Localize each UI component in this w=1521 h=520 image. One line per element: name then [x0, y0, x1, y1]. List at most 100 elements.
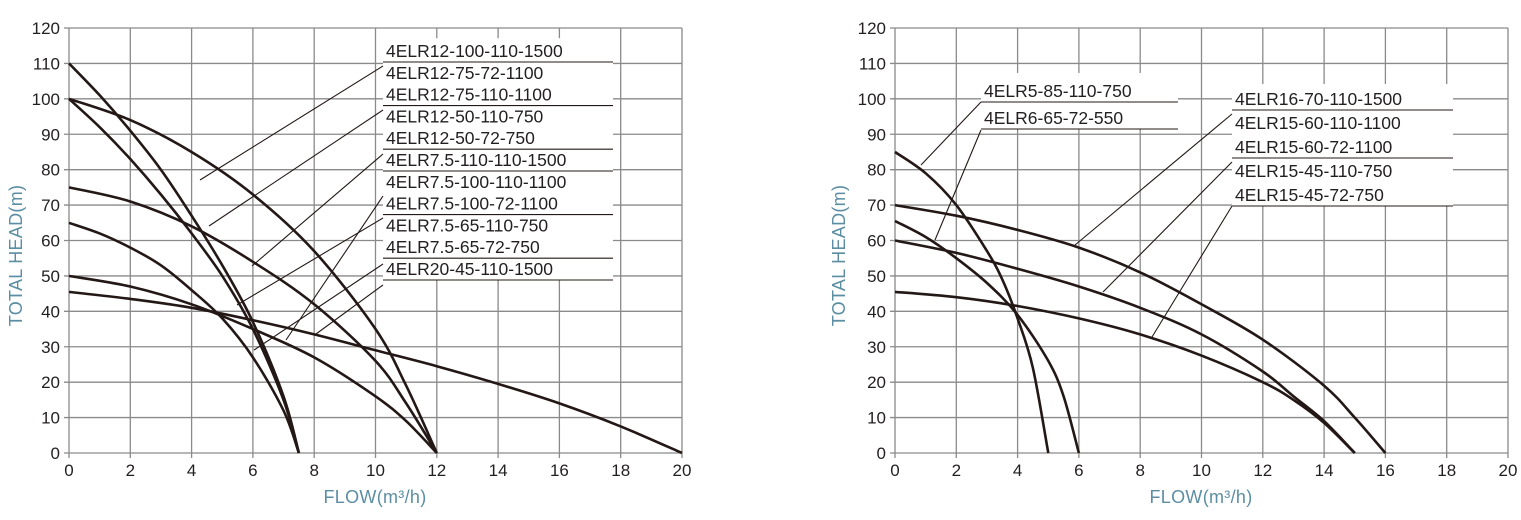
- x-tick-label: 16: [550, 461, 569, 480]
- y-tick-label: 40: [867, 302, 886, 321]
- leader-line: [1102, 161, 1233, 293]
- legend-entry: 4ELR15-60-110-1100: [1235, 113, 1401, 133]
- leader-line: [199, 65, 384, 181]
- y-tick-label: 120: [858, 19, 886, 38]
- pump-curve: [68, 97, 301, 454]
- leader-line: [1151, 205, 1233, 338]
- legend-entry: 4ELR12-75-110-1100: [386, 85, 552, 105]
- x-tick-label: 10: [366, 461, 385, 480]
- x-tick-label: 2: [126, 461, 135, 480]
- y-axis-title: TOTAL HEAD(m): [829, 185, 849, 327]
- legend-background: [981, 73, 1178, 129]
- y-tick-label: 60: [41, 232, 60, 251]
- x-tick-label: 8: [309, 461, 318, 480]
- leader-line: [285, 195, 384, 341]
- pump-curve: [68, 221, 301, 454]
- pump-curve: [68, 97, 438, 454]
- legend-entry: 4ELR20-45-110-1500: [386, 259, 553, 279]
- x-tick-label: 6: [1074, 461, 1083, 480]
- pump-curve: [68, 186, 438, 454]
- legend-entry: 4ELR5-85-110-750: [984, 81, 1132, 101]
- y-tick-label: 20: [867, 373, 886, 392]
- leader-line: [920, 101, 982, 166]
- y-tick-label: 90: [41, 125, 60, 144]
- x-tick-label: 10: [1192, 461, 1211, 480]
- x-tick-label: 8: [1135, 461, 1144, 480]
- x-tick-label: 12: [427, 461, 446, 480]
- legend: 4ELR12-100-110-15004ELR12-75-72-11004ELR…: [383, 38, 613, 281]
- y-tick-label: 80: [41, 161, 60, 180]
- legend-entry: 4ELR7.5-65-72-750: [386, 237, 540, 257]
- y-tick-label: 100: [858, 90, 886, 109]
- leader-line: [236, 217, 384, 306]
- y-tick-label: 40: [41, 302, 60, 321]
- legend-entry: 4ELR6-65-72-550: [984, 108, 1123, 128]
- legend-entry: 4ELR15-45-72-750: [1235, 185, 1384, 205]
- legend-entry: 4ELR7.5-100-110-1100: [386, 172, 567, 192]
- y-tick-label: 10: [867, 409, 886, 428]
- pump-curve: [894, 219, 1081, 454]
- pump-curve: [894, 150, 1050, 454]
- y-tick-label: 30: [41, 338, 60, 357]
- legend-entry: 4ELR7.5-100-72-1100: [386, 194, 558, 214]
- leader-line: [208, 109, 384, 227]
- legend-entry: 4ELR15-60-72-1100: [1235, 137, 1393, 157]
- y-axis-title: TOTAL HEAD(m): [6, 185, 26, 327]
- legend-entry: 4ELR12-50-72-750: [386, 128, 535, 148]
- leader-line: [1074, 113, 1233, 246]
- leader-line: [253, 263, 384, 351]
- right-chart: 0 2 4 6 8 10 12 14 16 18 20 0 10 20 30 40 50 60 70 80 90 100 1…: [829, 19, 1517, 507]
- x-tick-label: 14: [489, 461, 508, 480]
- x-tick-label: 18: [1437, 461, 1456, 480]
- y-tick-label: 10: [41, 409, 60, 428]
- x-tick-label: 6: [248, 461, 257, 480]
- pump-curve: [894, 203, 1387, 454]
- curves: [894, 150, 1387, 454]
- pump-curve: [68, 274, 438, 454]
- pump-curve: [894, 290, 1356, 454]
- y-tick-label: 120: [32, 19, 60, 38]
- y-tick-label: 110: [33, 54, 60, 73]
- x-tick-label: 14: [1315, 461, 1334, 480]
- y-tick-label: 50: [41, 267, 60, 286]
- y-tick-label: 70: [867, 196, 886, 215]
- x-tick-label: 18: [611, 461, 630, 480]
- y-tick-label: 30: [867, 338, 886, 357]
- y-tick-label: 80: [867, 161, 886, 180]
- y-tick-label: 60: [867, 232, 886, 251]
- leader-lines: [920, 101, 1233, 338]
- y-tick-label: 0: [877, 444, 886, 463]
- leader-line: [934, 129, 982, 241]
- legend-entry: 4ELR7.5-65-110-750: [386, 215, 548, 235]
- x-tick-label: 2: [952, 461, 961, 480]
- x-axis-title: FLOW(m³/h): [324, 487, 427, 507]
- pump-curve: [68, 62, 301, 454]
- y-tick-label: 100: [32, 90, 60, 109]
- leader-line: [251, 153, 384, 267]
- x-tick-label: 4: [1013, 461, 1022, 480]
- pump-curve: [894, 239, 1356, 454]
- legend-entry: 4ELR7.5-110-110-1500: [386, 150, 567, 170]
- y-tick-label: 0: [51, 444, 60, 463]
- y-tick-label: 110: [859, 54, 886, 73]
- x-tick-label: 20: [673, 461, 692, 480]
- legend-entry: 4ELR12-50-110-750: [386, 106, 544, 126]
- legend-background: [1232, 84, 1453, 206]
- x-axis-title: FLOW(m³/h): [1150, 487, 1253, 507]
- leader-line: [315, 284, 384, 335]
- y-tick-label: 90: [867, 125, 886, 144]
- legend-background: [383, 38, 613, 281]
- y-tick-label: 50: [867, 267, 886, 286]
- y-tick-label: 70: [41, 196, 60, 215]
- x-tick-label: 12: [1253, 461, 1272, 480]
- legend-entry: 4ELR16-70-110-1500: [1235, 89, 1402, 109]
- x-tick-label: 16: [1376, 461, 1395, 480]
- legend-entry: 4ELR12-100-110-1500: [386, 41, 563, 61]
- legend: 4ELR5-85-110-750 4ELR6-65-72-550 4ELR16-70…: [981, 73, 1453, 207]
- x-tick-label: 20: [1499, 461, 1518, 480]
- x-tick-label: 0: [890, 461, 899, 480]
- x-tick-label: 0: [64, 461, 73, 480]
- legend-entry: 4ELR12-75-72-1100: [386, 63, 544, 83]
- pump-curve: [68, 290, 683, 455]
